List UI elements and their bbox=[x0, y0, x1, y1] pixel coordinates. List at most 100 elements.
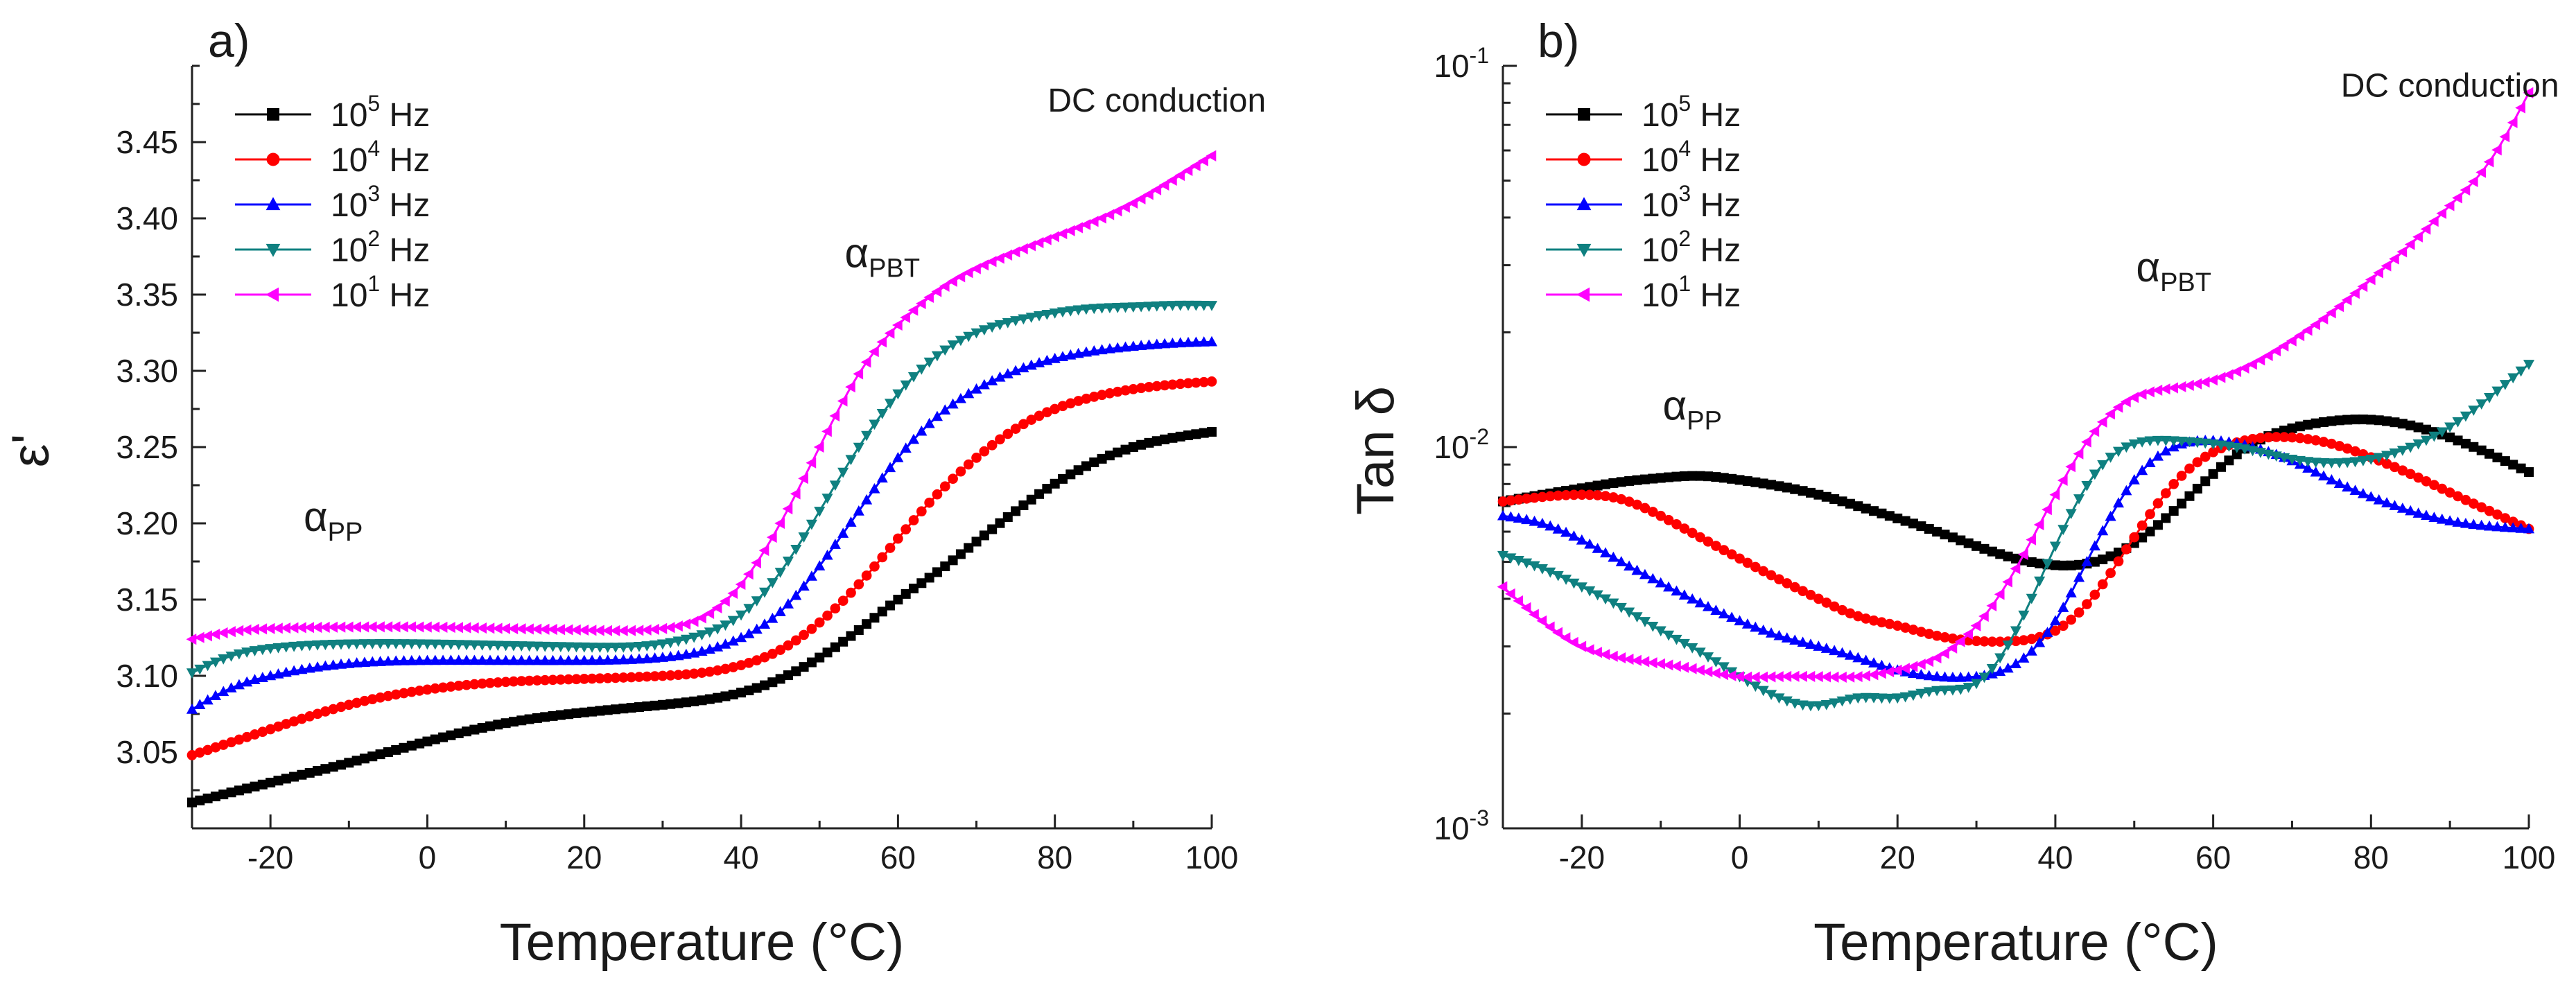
data-point bbox=[939, 404, 951, 415]
data-point bbox=[2010, 658, 2022, 669]
data-point bbox=[955, 392, 966, 403]
data-point bbox=[2287, 423, 2297, 433]
annotation-dc-conduction: DC conduction bbox=[2341, 68, 2559, 105]
data-point bbox=[2342, 457, 2353, 469]
data-point bbox=[209, 690, 221, 701]
panel-b: -20 0 20 40 60 80 100 10-3 10-2 10-1 Temperature (… bbox=[1346, 15, 2559, 972]
data-point bbox=[406, 686, 417, 697]
data-point bbox=[649, 652, 661, 663]
data-point bbox=[1884, 618, 1895, 629]
data-point bbox=[736, 610, 747, 621]
data-point bbox=[2136, 464, 2148, 476]
data-point bbox=[1829, 645, 1840, 656]
data-point bbox=[311, 640, 324, 651]
data-point bbox=[586, 654, 598, 665]
data-point bbox=[696, 630, 708, 640]
data-point bbox=[422, 736, 433, 747]
data-point bbox=[250, 729, 260, 740]
data-point bbox=[1104, 303, 1115, 314]
data-point bbox=[2112, 497, 2125, 508]
data-point bbox=[1206, 150, 1217, 162]
data-point bbox=[1820, 699, 1832, 710]
data-point bbox=[429, 654, 441, 665]
data-point bbox=[1655, 626, 1666, 637]
data-point bbox=[281, 774, 291, 784]
data-point bbox=[358, 621, 369, 633]
data-point bbox=[532, 675, 543, 686]
data-point bbox=[226, 787, 236, 798]
data-point bbox=[437, 639, 449, 650]
data-point bbox=[2200, 451, 2211, 462]
data-point bbox=[963, 459, 974, 470]
data-point bbox=[673, 698, 684, 708]
data-point bbox=[2065, 461, 2075, 473]
data-point bbox=[1703, 536, 1714, 547]
series-4-hz bbox=[186, 376, 1217, 760]
series-1-hz bbox=[1497, 87, 2534, 683]
data-point bbox=[2160, 435, 2172, 446]
data-point bbox=[758, 618, 771, 629]
data-point bbox=[1025, 313, 1037, 323]
data-point bbox=[1127, 197, 1138, 209]
data-point bbox=[1049, 231, 1059, 243]
data-point bbox=[2342, 415, 2353, 425]
data-point bbox=[1963, 683, 1974, 693]
data-point bbox=[1592, 590, 1603, 601]
data-point bbox=[531, 654, 543, 665]
data-point bbox=[375, 749, 385, 760]
data-point bbox=[1782, 482, 1792, 493]
data-point bbox=[2105, 568, 2116, 579]
data-point bbox=[1694, 664, 1705, 676]
data-point bbox=[194, 747, 205, 758]
data-point bbox=[1978, 610, 1989, 622]
data-point bbox=[2184, 379, 2194, 392]
data-point bbox=[665, 651, 677, 661]
data-point bbox=[2444, 515, 2456, 525]
data-point bbox=[1065, 398, 1076, 409]
data-point bbox=[1655, 473, 1666, 483]
data-point bbox=[2515, 523, 2527, 533]
data-point bbox=[1159, 338, 1171, 349]
data-point bbox=[2445, 433, 2455, 443]
data-point bbox=[2301, 324, 2313, 336]
data-point bbox=[2397, 419, 2408, 429]
data-point bbox=[767, 612, 778, 623]
data-point bbox=[2475, 519, 2487, 530]
data-point bbox=[2159, 383, 2170, 395]
data-point bbox=[1584, 538, 1596, 549]
data-point bbox=[774, 606, 786, 616]
data-point bbox=[548, 674, 558, 686]
data-point bbox=[837, 467, 849, 478]
data-point bbox=[1631, 612, 1643, 622]
data-point bbox=[2516, 463, 2526, 473]
data-point bbox=[1852, 652, 1864, 663]
data-point bbox=[1050, 403, 1061, 415]
data-point bbox=[861, 494, 873, 505]
data-point bbox=[971, 537, 982, 547]
data-point bbox=[1782, 578, 1793, 588]
data-point bbox=[2114, 548, 2123, 558]
data-point bbox=[1111, 205, 1122, 217]
data-point bbox=[1797, 700, 1809, 711]
data-point bbox=[195, 795, 205, 805]
data-point bbox=[2057, 620, 2069, 631]
data-point bbox=[1592, 647, 1602, 659]
data-point bbox=[1804, 670, 1816, 682]
data-point bbox=[320, 640, 331, 651]
data-point bbox=[931, 286, 942, 297]
data-point bbox=[2460, 184, 2471, 196]
data-point bbox=[2074, 559, 2085, 570]
data-point bbox=[2404, 238, 2415, 250]
data-point bbox=[2396, 503, 2408, 513]
data-point bbox=[586, 643, 598, 653]
data-point bbox=[2436, 513, 2448, 524]
data-point bbox=[1915, 669, 1927, 679]
data-point bbox=[1144, 437, 1154, 448]
data-point bbox=[806, 457, 817, 469]
data-point bbox=[2341, 294, 2352, 306]
data-point bbox=[617, 625, 628, 636]
data-point bbox=[900, 588, 911, 599]
data-point bbox=[540, 712, 550, 722]
data-point bbox=[1648, 473, 1658, 484]
data-point bbox=[2303, 419, 2313, 430]
